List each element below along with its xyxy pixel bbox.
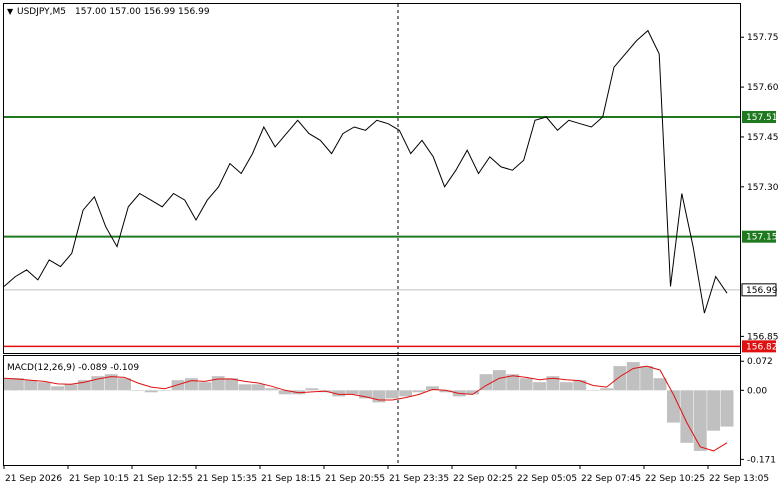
time-tick-label: 21 Sep 18:15 bbox=[261, 474, 321, 484]
current-price-label: 156.99 bbox=[746, 286, 778, 296]
time-tick-label: 22 Sep 13:05 bbox=[709, 474, 769, 484]
macd-histogram-bar bbox=[412, 390, 426, 393]
time-tick-label: 21 Sep 15:35 bbox=[197, 474, 257, 484]
ohlc-values: 157.00 157.00 156.99 156.99 bbox=[75, 7, 210, 17]
macd-histogram-bar bbox=[10, 378, 24, 391]
macd-histogram-bar bbox=[171, 380, 185, 391]
macd-histogram-bar bbox=[185, 378, 198, 391]
macd-histogram-bar bbox=[506, 374, 520, 391]
time-tick-label: 22 Sep 05:05 bbox=[517, 474, 577, 484]
price-tick-label: 156.85 bbox=[747, 332, 779, 342]
macd-histogram-bar bbox=[251, 384, 265, 391]
time-tick-label: 21 Sep 20:55 bbox=[325, 474, 385, 484]
macd-histogram-bar bbox=[278, 390, 292, 395]
macd-tick-label: -0.171 bbox=[747, 455, 776, 465]
price-tick-label: 157.75 bbox=[747, 33, 779, 43]
macd-histogram-bar bbox=[265, 388, 279, 391]
macd-histogram-bar bbox=[104, 374, 118, 391]
price-tick-label: 157.60 bbox=[747, 83, 779, 93]
macd-histogram-bar bbox=[238, 384, 252, 391]
time-tick-label: 21 Sep 10:15 bbox=[69, 474, 129, 484]
macd-histogram-bar bbox=[640, 366, 654, 391]
macd-layer bbox=[3, 362, 734, 452]
macd-histogram-bar bbox=[198, 382, 212, 391]
macd-histogram-bar bbox=[720, 390, 734, 427]
macd-histogram-bar bbox=[77, 380, 91, 391]
macd-histogram-bar bbox=[158, 390, 172, 391]
macd-histogram-bar bbox=[399, 390, 413, 397]
macd-histogram-bar bbox=[332, 390, 346, 397]
macd-histogram-bar bbox=[439, 390, 453, 393]
level-badge-support bbox=[742, 230, 776, 243]
macd-histogram-bar bbox=[613, 366, 627, 391]
symbol-label: USDJPY,M5 bbox=[17, 7, 66, 17]
macd-tick-label: 0.072 bbox=[747, 357, 773, 367]
macd-histogram-bar bbox=[426, 386, 439, 391]
time-tick-label: 21 Sep 12:55 bbox=[133, 474, 193, 484]
macd-histogram-bar bbox=[37, 382, 51, 391]
macd-signal-line bbox=[3, 365, 728, 452]
macd-histogram-bar bbox=[519, 378, 533, 391]
macd-histogram-bar bbox=[211, 376, 225, 391]
macd-histogram-bar bbox=[667, 390, 680, 423]
price-tick-label: 157.30 bbox=[747, 183, 779, 193]
time-tick-label: 21 Sep 23:35 bbox=[389, 474, 449, 484]
macd-histogram-bar bbox=[385, 390, 399, 399]
time-tick-label: 22 Sep 10:25 bbox=[645, 474, 705, 484]
collapse-arrow-icon[interactable]: ▼ bbox=[7, 7, 14, 16]
macd-histogram-bar bbox=[225, 378, 239, 391]
macd-histogram-bar bbox=[144, 390, 158, 393]
price-pane-frame bbox=[3, 3, 741, 354]
price-series-line bbox=[3, 29, 728, 314]
level-label-resistance: 157.51 bbox=[746, 113, 778, 123]
macd-histogram-bar bbox=[586, 390, 600, 391]
macd-histogram-bar bbox=[680, 390, 694, 443]
macd-histogram-bar bbox=[693, 390, 707, 451]
macd-histogram-bar bbox=[118, 378, 131, 391]
axis-layer: 157.75 157.60 157.45 157.30 156.85 156.99 157.… bbox=[3, 33, 779, 484]
price-layer bbox=[3, 29, 740, 348]
macd-histogram-bar bbox=[372, 390, 386, 403]
time-tick-label: 22 Sep 02:25 bbox=[453, 474, 513, 484]
macd-histogram-bar bbox=[466, 390, 480, 395]
macd-histogram-bar bbox=[573, 380, 587, 391]
macd-histogram-bar bbox=[479, 374, 493, 391]
macd-histogram-bar bbox=[707, 390, 721, 431]
macd-label: MACD(12,26,9) -0.089 -0.109 bbox=[7, 363, 139, 373]
time-tick-label: 22 Sep 07:45 bbox=[581, 474, 641, 484]
macd-histogram-bar bbox=[600, 388, 613, 391]
level-label-support: 157.15 bbox=[746, 233, 778, 243]
macd-histogram-bar bbox=[305, 388, 319, 391]
level-badge-stop bbox=[742, 340, 776, 353]
macd-histogram-bar bbox=[626, 362, 640, 391]
macd-histogram-bar bbox=[131, 390, 145, 391]
macd-histogram-bar bbox=[345, 390, 359, 395]
macd-histogram-bar bbox=[492, 370, 506, 391]
level-badge-resistance bbox=[742, 111, 776, 124]
time-tick-label: 21 Sep 2026 bbox=[5, 474, 62, 484]
macd-pane-frame bbox=[3, 355, 741, 466]
macd-histogram-bar bbox=[533, 382, 546, 391]
macd-histogram-bar bbox=[546, 376, 560, 391]
macd-histogram-bar bbox=[24, 380, 38, 391]
macd-histogram-bar bbox=[359, 390, 372, 399]
macd-histogram-bar bbox=[559, 382, 573, 391]
current-price-badge bbox=[741, 283, 777, 297]
price-tick-label: 157.45 bbox=[747, 133, 779, 143]
macd-tick-label: 0.00 bbox=[747, 386, 767, 396]
macd-histogram-bar bbox=[653, 378, 667, 391]
macd-histogram-bar bbox=[64, 384, 78, 391]
level-label-stop: 156.82 bbox=[746, 342, 778, 352]
macd-histogram-bar bbox=[51, 386, 64, 391]
